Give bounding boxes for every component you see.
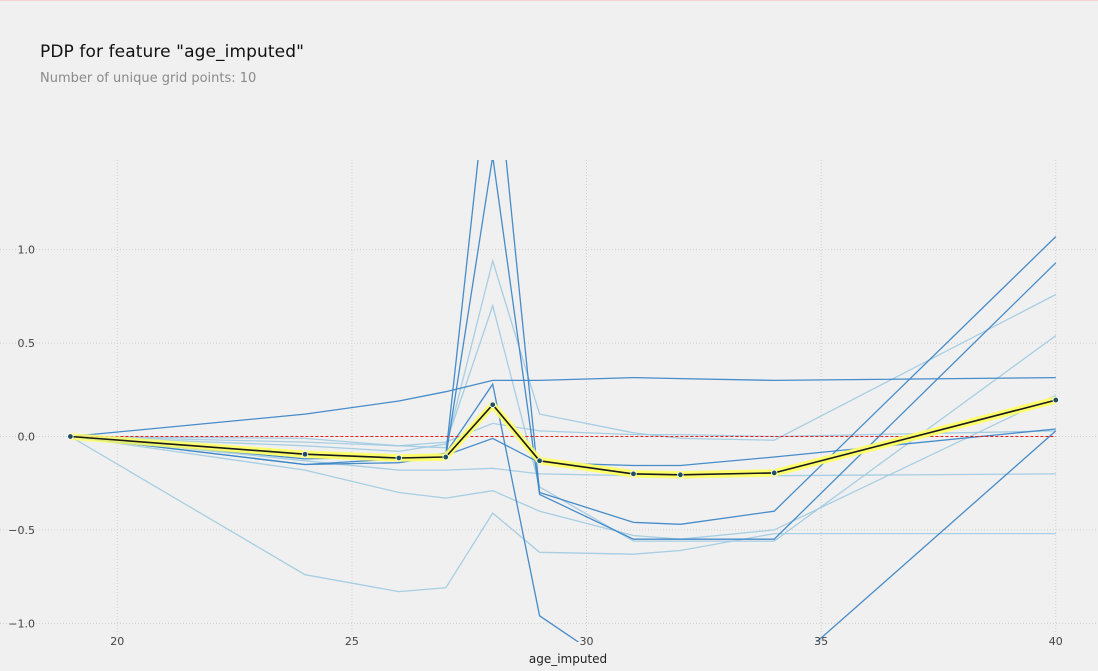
ice-lines	[70, 160, 1057, 642]
y-tick-label: 1.0	[18, 244, 36, 257]
pdp-point	[677, 471, 684, 478]
ice-line	[70, 428, 1056, 467]
pdp-point	[771, 469, 778, 477]
x-tick-label: 40	[1049, 635, 1063, 648]
ice-line	[70, 422, 1056, 447]
top-border	[0, 0, 1098, 1]
y-tick-label: 0.5	[18, 337, 36, 350]
ice-line	[70, 258, 1057, 449]
x-tick-label: 25	[345, 635, 359, 648]
tick-labels: 20 25 30 35 40 1.0 0.5 0.0 −0.5 −1.0	[8, 244, 1062, 648]
x-tick-label: 20	[110, 635, 124, 648]
y-tick-label: −0.5	[8, 524, 35, 537]
x-axis-label: age_imputed	[529, 652, 607, 666]
ice-line	[70, 376, 1056, 438]
pdp-point	[489, 401, 496, 408]
pdp-point	[1052, 396, 1059, 404]
grid	[0, 160, 1098, 642]
ice-line	[70, 160, 1057, 540]
pdp-point	[630, 470, 637, 478]
x-tick-label: 35	[814, 635, 828, 648]
pdp-point	[442, 453, 449, 461]
chart-subtitle: Number of unique grid points: 10	[40, 71, 257, 86]
ice-line	[70, 382, 1057, 642]
x-tick-label: 30	[580, 635, 594, 648]
pdp-line	[70, 399, 1057, 476]
ice-line	[70, 303, 1057, 542]
y-tick-label: −1.0	[8, 617, 35, 630]
pdp-point	[67, 433, 74, 440]
pdp-point	[395, 454, 403, 462]
pdp-line-group	[67, 396, 1059, 479]
y-tick-label: 0.0	[18, 430, 36, 443]
chart-title: PDP for feature "age_imputed"	[40, 42, 305, 62]
pdp-point	[301, 451, 309, 458]
pdp-point	[536, 457, 543, 464]
ice-line	[70, 435, 1056, 593]
